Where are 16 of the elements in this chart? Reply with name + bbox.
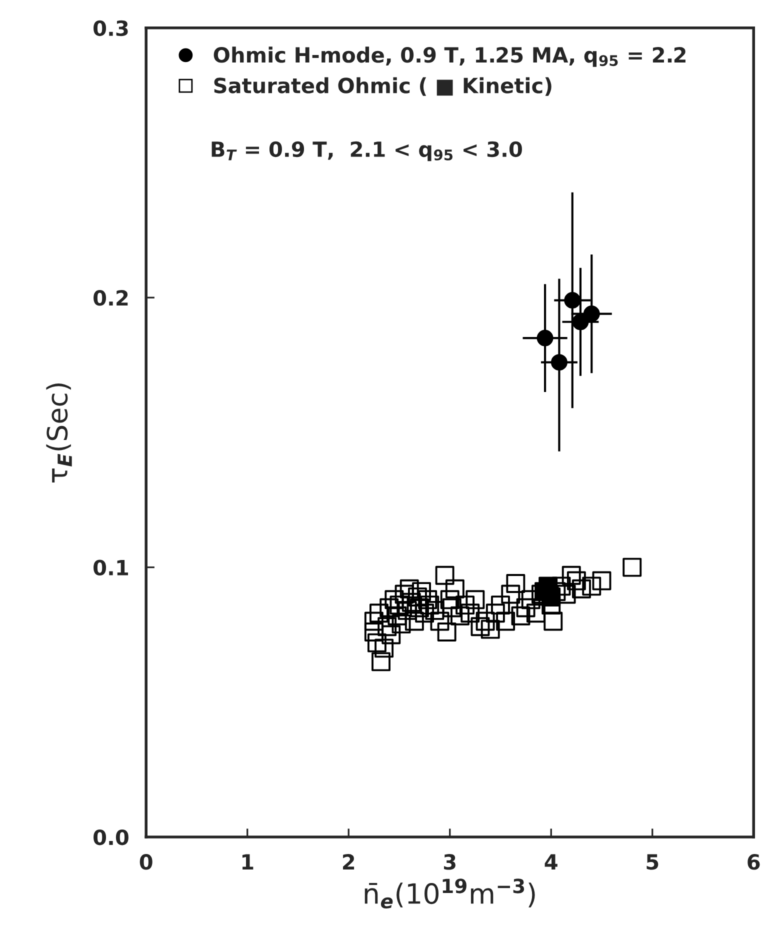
x-tick-label: 5 bbox=[646, 854, 658, 870]
legend-label: Ohmic H-mode, 0.9 T, 1.25 MA, q$_{95}$ = 2.2 bbox=[214, 46, 686, 67]
x-axis-title: n̄$_{e}$(10$^{19}$m$^{−3}$) bbox=[364, 878, 535, 909]
x-tick-label: 1 bbox=[242, 854, 254, 870]
annotation: B$_{T}$ = 0.9 T, 2.1 < q$_{95}$ < 3.0 bbox=[212, 141, 522, 162]
x-tick-label: 3 bbox=[444, 854, 456, 870]
x-tick-label: 0 bbox=[140, 854, 152, 870]
y-axis-title: τ$_{E}$(Sec) bbox=[46, 384, 72, 482]
x-tick-label: 2 bbox=[343, 854, 354, 870]
y-tick-label: 0.2 bbox=[94, 290, 128, 306]
x-tick-label: 4 bbox=[544, 854, 558, 870]
y-tick-label: 0.0 bbox=[94, 829, 128, 846]
y-tick-label: 0.3 bbox=[94, 20, 128, 36]
x-tick-label: 6 bbox=[748, 854, 760, 870]
legend-label: Saturated Ohmic ( ■ Kinetic) bbox=[214, 77, 552, 96]
y-tick-label: 0.1 bbox=[94, 560, 128, 576]
